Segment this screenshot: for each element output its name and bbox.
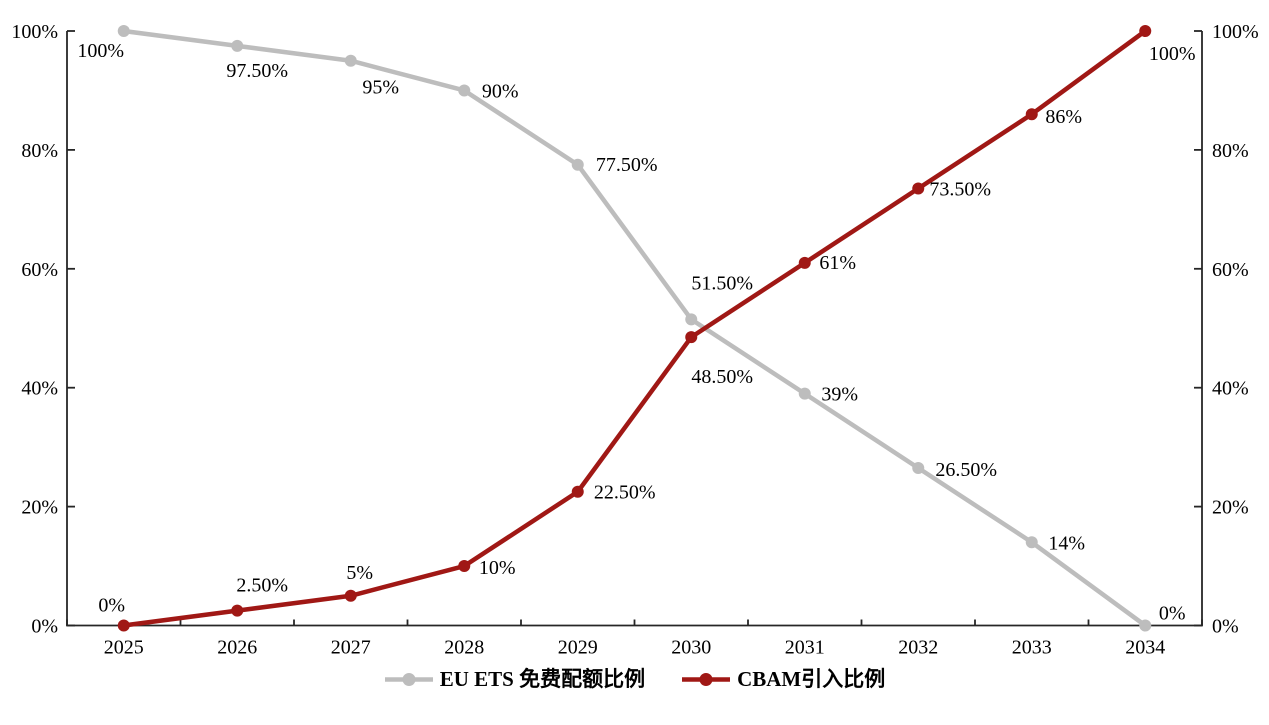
eu-ets-series-marker [384, 673, 433, 686]
y-axis-label-right: 0% [1212, 616, 1239, 638]
y-axis-label-right: 100% [1212, 21, 1259, 43]
x-axis-label: 2033 [1012, 637, 1052, 659]
data-label: 0% [1159, 603, 1186, 625]
data-label: 90% [482, 80, 519, 102]
series-line-1 [121, 28, 1148, 628]
data-label: 26.50% [935, 459, 997, 481]
data-label: 86% [1045, 106, 1082, 128]
series-point [1139, 25, 1152, 37]
data-label: 10% [479, 557, 516, 579]
data-label: 0% [98, 595, 125, 617]
series-point [912, 461, 925, 474]
x-axis-label: 2025 [104, 637, 144, 659]
data-label: 39% [821, 384, 858, 406]
y-axis-label-right: 40% [1212, 378, 1249, 400]
x-axis-label: 2030 [671, 637, 711, 659]
series-point [912, 182, 925, 195]
x-axis-label: 2031 [785, 637, 825, 659]
series-point [458, 560, 471, 573]
series-point [117, 25, 130, 37]
x-axis-label: 2026 [217, 637, 257, 659]
series-point [571, 485, 584, 498]
legend-item-eu-ets: EU ETS 免费配额比例 [384, 669, 645, 690]
x-axis-label: 2028 [444, 637, 484, 659]
x-axis-label: 2032 [898, 637, 938, 659]
data-label: 100% [77, 40, 124, 62]
data-label: 95% [362, 77, 399, 99]
series-point [685, 331, 698, 344]
series-point [344, 589, 357, 602]
y-axis-label-left: 20% [21, 497, 58, 519]
data-label: 22.50% [594, 482, 656, 504]
y-axis-label-left: 0% [31, 616, 58, 638]
series-point [1025, 536, 1038, 549]
data-label: 73.50% [929, 179, 991, 201]
data-label: 51.50% [691, 272, 753, 294]
legend: EU ETS 免费配额比例 CBAM引入比例 [0, 669, 1269, 690]
series-point [1139, 619, 1152, 632]
series-point [1025, 108, 1038, 121]
series-point [458, 84, 471, 97]
series-point [798, 256, 811, 269]
x-axis-label: 2034 [1125, 637, 1165, 659]
y-axis-label-left: 60% [21, 259, 58, 281]
data-label: 100% [1149, 43, 1196, 65]
y-axis-label-right: 20% [1212, 497, 1249, 519]
legend-label-cbam: CBAM引入比例 [737, 667, 886, 691]
series-point [685, 313, 698, 326]
y-axis-label-left: 80% [21, 140, 58, 162]
y-axis-label-left: 100% [11, 21, 58, 43]
series-point [798, 387, 811, 400]
cbam-series-marker [682, 673, 731, 686]
data-label: 14% [1048, 532, 1085, 554]
series-point [571, 158, 584, 171]
legend-label-eu-ets: EU ETS 免费配额比例 [439, 667, 646, 691]
data-label: 61% [819, 252, 856, 274]
y-axis-label-right: 60% [1212, 259, 1249, 281]
data-label: 48.50% [691, 366, 753, 388]
data-label: 5% [346, 562, 373, 584]
x-axis-label: 2027 [331, 637, 371, 659]
y-axis-label-right: 80% [1212, 140, 1249, 162]
data-label: 2.50% [236, 575, 288, 597]
series-line-0 [121, 28, 1148, 628]
y-axis-label-left: 40% [21, 378, 58, 400]
series-point [344, 54, 357, 67]
legend-item-cbam: CBAM引入比例 [681, 669, 885, 690]
series-point [231, 39, 244, 52]
data-label: 77.50% [596, 154, 658, 176]
series-point [117, 619, 130, 632]
series-point [231, 604, 244, 617]
data-label: 97.50% [226, 60, 288, 82]
x-axis-label: 2029 [558, 637, 598, 659]
